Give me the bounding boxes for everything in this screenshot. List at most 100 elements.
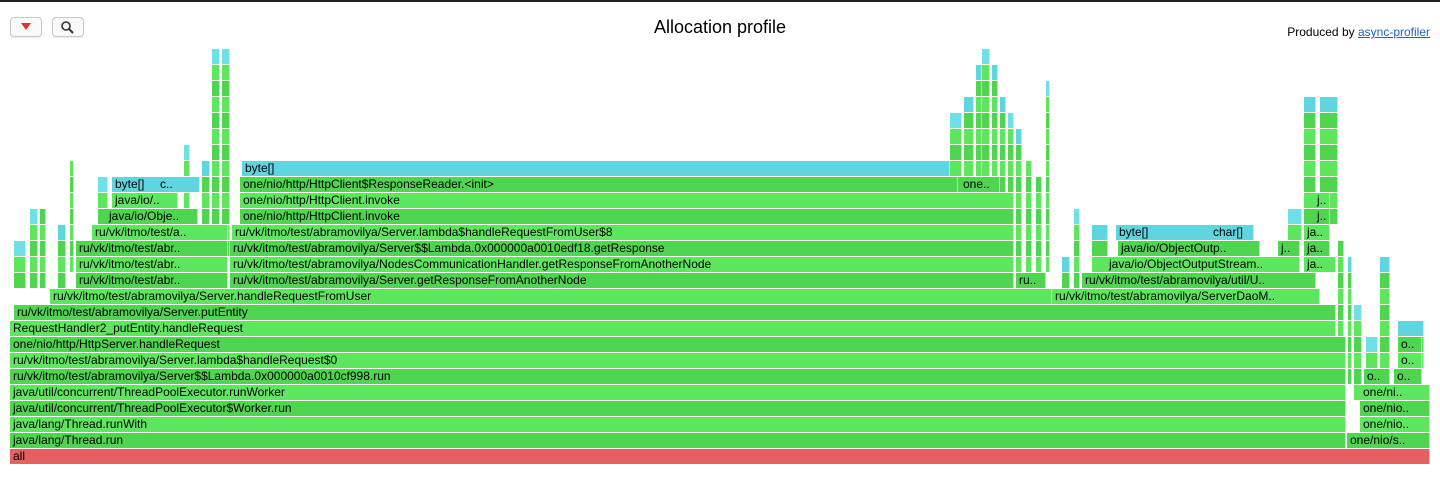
flame-frame-sliver[interactable] [1016,177,1022,192]
flame-frame-sliver[interactable] [950,161,962,176]
flame-frame-sliver[interactable] [1354,305,1362,320]
flame-frame[interactable]: all [10,449,1430,464]
flame-frame-sliver[interactable] [1348,321,1352,336]
flame-frame[interactable]: java/lang/Thread.runWith [10,417,1346,432]
flame-frame-sliver[interactable] [976,97,982,112]
flame-frame-sliver[interactable] [1026,225,1032,240]
flame-frame-sliver[interactable] [70,241,74,256]
flame-frame-sliver[interactable] [184,145,190,160]
flame-frame-sliver[interactable] [222,97,230,112]
flame-frame-sliver[interactable] [982,49,990,64]
flame-frame-sliver[interactable] [1348,337,1352,352]
flame-frame[interactable]: java/util/concurrent/ThreadPoolExecutor.… [10,385,1346,400]
flame-frame-sliver[interactable] [1008,113,1014,128]
flame-frame-sliver[interactable] [1338,273,1344,288]
flame-frame-sliver[interactable] [70,209,74,224]
flame-frame-sliver[interactable] [212,129,220,144]
flame-frame-sliver[interactable] [992,161,998,176]
flame-frame-sliver[interactable] [58,257,66,272]
flame-frame-sliver[interactable] [1074,241,1080,256]
flame-frame[interactable]: one.. [960,177,1000,192]
flame-frame-sliver[interactable] [70,161,74,176]
flame-frame-sliver[interactable] [1338,305,1344,320]
flame-frame-sliver[interactable] [1046,209,1050,224]
flame-frame-sliver[interactable] [976,145,982,160]
flame-frame-sliver[interactable] [1380,337,1390,352]
flame-frame-sliver[interactable] [992,129,998,144]
flame-frame-sliver[interactable] [212,65,220,80]
flame-frame-sliver[interactable] [982,129,990,144]
flame-frame-sliver[interactable] [1046,97,1050,112]
flame-frame-sliver[interactable] [30,225,38,240]
flame-frame-sliver[interactable] [1380,289,1390,304]
flame-frame-sliver[interactable] [1000,129,1006,144]
flame-frame-sliver[interactable] [1380,353,1390,368]
flame-frame-sliver[interactable] [950,129,962,144]
flame-frame-sliver[interactable] [14,257,26,272]
flame-frame-sliver[interactable] [1074,273,1080,288]
flame-frame-sliver[interactable] [222,209,230,224]
flame-frame-sliver[interactable] [212,81,220,96]
flame-frame-sliver[interactable] [222,65,230,80]
flame-frame[interactable]: one/ni.. [1360,385,1430,400]
flame-frame[interactable]: one/nio/s.. [1347,433,1430,448]
flame-frame-sliver[interactable] [1026,257,1032,272]
flame-frame[interactable]: java/io/ObjectOutputStream.. [1106,257,1300,272]
flame-frame-sliver[interactable] [1380,257,1390,272]
flame-frame-sliver[interactable] [1304,113,1316,128]
flame-frame-sliver[interactable] [1036,177,1042,192]
async-profiler-link[interactable]: async-profiler [1357,25,1430,39]
flame-frame-sliver[interactable] [212,177,220,192]
flame-frame-sliver[interactable] [964,161,974,176]
flame-frame-sliver[interactable] [70,257,74,272]
flame-frame[interactable]: ru/vk/itmo/test/abramovilya/Server.lambd… [232,225,1014,240]
flame-frame[interactable]: one/nio.. [1360,417,1430,432]
flame-frame-sliver[interactable] [1320,113,1338,128]
flame-frame-sliver[interactable] [1036,209,1042,224]
flame-frame-sliver[interactable] [1046,257,1050,272]
flame-frame[interactable]: o.. [1364,369,1390,384]
flame-frame-sliver[interactable] [1046,129,1050,144]
flame-frame-sliver[interactable] [30,209,38,224]
flame-frame-sliver[interactable] [1046,193,1050,208]
flame-frame-sliver[interactable] [976,65,982,80]
flame-frame-sliver[interactable] [1304,145,1316,160]
flame-frame-sliver[interactable] [222,81,230,96]
flame-frame[interactable]: java/io/.. [112,193,178,208]
flame-frame-sliver[interactable] [964,113,974,128]
flame-frame-sliver[interactable] [1348,353,1352,368]
flame-frame-sliver[interactable] [70,177,74,192]
flame-frame-sliver[interactable] [1304,177,1316,192]
flame-frame[interactable]: one/nio/http/HttpClient$ResponseReader.<… [240,177,958,192]
flame-frame-sliver[interactable] [964,145,974,160]
flame-frame-sliver[interactable] [184,161,190,176]
flame-frame-sliver[interactable] [1016,257,1022,272]
flame-frame-sliver[interactable] [40,273,46,288]
flame-frame-sliver[interactable] [212,193,220,208]
flame-frame-sliver[interactable] [1304,129,1316,144]
flame-frame-sliver[interactable] [1036,225,1042,240]
flame-frame[interactable]: ja.. [1304,241,1330,256]
flame-frame[interactable]: ru/vk/itmo/test/abr.. [76,273,228,288]
flame-frame[interactable]: RequestHandler2_putEntity.handleRequest [10,321,1336,336]
flame-frame-sliver[interactable] [1008,145,1014,160]
flame-frame[interactable]: ru/vk/itmo/test/abramovilya/Server.getRe… [230,273,1014,288]
flame-frame-sliver[interactable] [212,113,220,128]
flame-frame-sliver[interactable] [1000,177,1006,192]
flame-frame-sliver[interactable] [212,97,220,112]
flame-frame-sliver[interactable] [1074,225,1080,240]
flame-frame-sliver[interactable] [1026,241,1032,256]
flame-frame[interactable]: one/nio/http/HttpClient.invoke [240,209,1014,224]
flame-frame-sliver[interactable] [982,81,990,96]
flame-frame[interactable]: char[] [1210,225,1254,240]
flame-frame[interactable]: ja.. [1304,257,1336,272]
flame-frame-sliver[interactable] [58,273,66,288]
flame-frame-sliver[interactable] [222,161,230,176]
flame-frame[interactable]: one/nio/http/HttpServer.handleRequest [10,337,1346,352]
flame-frame-sliver[interactable] [212,209,220,224]
flame-frame[interactable]: ru.. [1016,273,1046,288]
flame-frame-sliver[interactable] [212,49,220,64]
flame-frame-sliver[interactable] [1354,353,1362,368]
flame-frame-sliver[interactable] [1016,209,1022,224]
flame-frame-sliver[interactable] [222,177,230,192]
